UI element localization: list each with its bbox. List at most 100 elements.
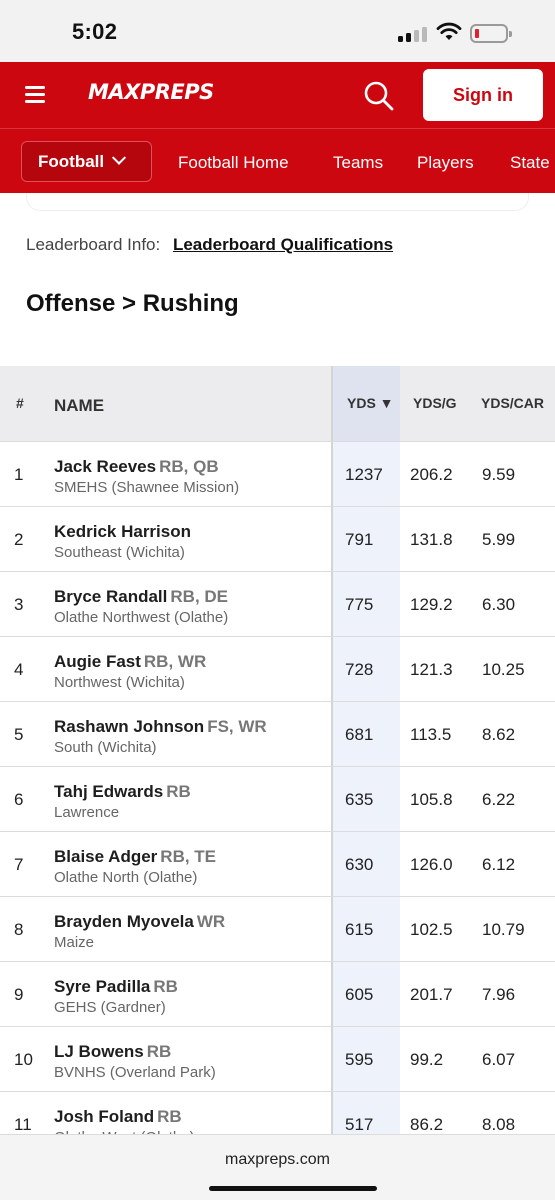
player-name-link[interactable]: Blaise Adger RB, TE — [54, 847, 216, 867]
cell-yds-per-carry: 7.96 — [482, 985, 516, 1004]
sorted-column-highlight — [333, 366, 400, 1134]
table-row[interactable]: 9 Syre Padilla RB GEHS (Gardner) 605 201.7 7.9… — [0, 961, 555, 1026]
table-row[interactable]: 7 Blaise Adger RB, TE Olathe North (Olathe)… — [0, 831, 555, 896]
cell-yds: 775 — [345, 595, 374, 614]
cell-yds: 595 — [345, 1050, 374, 1069]
cell-yds: 681 — [345, 725, 374, 744]
player-school: Lawrence — [54, 804, 120, 821]
cell-yds: 605 — [345, 985, 374, 1004]
player-name-link[interactable]: Syre Padilla RB — [54, 977, 178, 997]
player-name-link[interactable]: Bryce Randall RB, DE — [54, 587, 228, 607]
site-header: MAXPREPS Sign in — [0, 62, 555, 128]
sorted-column-header-bg — [333, 366, 400, 441]
player-school: Southeast (Wichita) — [54, 544, 185, 561]
player-name-link[interactable]: Rashawn Johnson FS, WR — [54, 717, 267, 737]
table-row[interactable]: 6 Tahj Edwards RB Lawrence 635 105.8 6.22 — [0, 766, 555, 831]
player-name-link[interactable]: Tahj Edwards RB — [54, 782, 191, 802]
sport-dropdown[interactable]: Football — [21, 141, 152, 182]
nav-players[interactable]: Players — [417, 153, 474, 172]
player-name-link[interactable]: Augie Fast RB, WR — [54, 652, 206, 672]
table-row[interactable]: 5 Rashawn Johnson FS, WR South (Wichita) 681… — [0, 701, 555, 766]
table-row[interactable]: 1 Jack Reeves RB, QB SMEHS (Shawnee Mission… — [0, 441, 555, 506]
row-rank: 6 — [14, 790, 24, 809]
header-rank: # — [16, 395, 24, 411]
player-name: Bryce Randall — [54, 587, 168, 606]
table-row[interactable]: 2 Kedrick Harrison Southeast (Wichita) 791 1… — [0, 506, 555, 571]
cell-yds: 791 — [345, 530, 374, 549]
cell-yds: 1237 — [345, 465, 383, 484]
cell-yds: 615 — [345, 920, 374, 939]
cell-yds-per-carry: 6.22 — [482, 790, 516, 809]
chevron-down-icon — [112, 150, 127, 165]
row-rank: 2 — [14, 530, 24, 549]
player-name: Brayden Myovela — [54, 912, 194, 931]
leaderboard-qualifications-link[interactable]: Leaderboard Qualifications — [172, 235, 394, 254]
row-rank: 11 — [14, 1115, 32, 1134]
sport-dropdown-label: Football — [38, 151, 105, 171]
table-row[interactable]: 10 LJ Bowens RB BVNHS (Overland Park) 595 99.… — [0, 1026, 555, 1091]
player-name-link[interactable]: Josh Foland RB — [54, 1107, 182, 1127]
header-yds-per-game[interactable]: YDS/G — [413, 395, 457, 411]
search-icon[interactable] — [362, 79, 396, 113]
cell-yds: 630 — [345, 855, 374, 874]
url-text: maxpreps.com — [225, 1151, 330, 1168]
player-name-link[interactable]: Kedrick Harrison — [54, 522, 191, 542]
player-school: GEHS (Gardner) — [54, 999, 166, 1016]
home-indicator — [209, 1186, 377, 1191]
nav-state[interactable]: State — [510, 153, 550, 172]
player-positions: WR — [196, 912, 226, 931]
player-name: Tahj Edwards — [54, 782, 164, 801]
row-rank: 4 — [14, 660, 24, 679]
cell-yds-per-carry: 9.59 — [482, 465, 516, 484]
player-positions: RB — [146, 1042, 172, 1061]
header-yds-per-carry[interactable]: YDS/CAR — [481, 395, 545, 411]
player-school: SMEHS (Shawnee Mission) — [54, 479, 240, 496]
cell-yds-per-carry: 6.07 — [482, 1050, 516, 1069]
cell-yds-per-carry: 8.08 — [482, 1115, 516, 1134]
table-row[interactable]: 4 Augie Fast RB, WR Northwest (Wichita) 728 1… — [0, 636, 555, 701]
sign-in-button[interactable]: Sign in — [423, 69, 543, 121]
player-name: Jack Reeves — [54, 457, 157, 476]
player-school: Olathe North (Olathe) — [54, 869, 198, 886]
browser-url-bar[interactable]: maxpreps.com — [0, 1134, 555, 1200]
cell-yds-per-carry: 10.25 — [482, 660, 525, 679]
row-rank: 9 — [14, 985, 24, 1004]
cell-yds-per-game: 121.3 — [410, 660, 453, 679]
player-positions: RB, WR — [143, 652, 207, 671]
row-rank: 3 — [14, 595, 24, 614]
row-rank: 7 — [14, 855, 24, 874]
leaderboard-info: Leaderboard Info: Leaderboard Qualificat… — [26, 235, 393, 255]
hamburger-menu-icon[interactable] — [25, 86, 45, 104]
sport-subnav: Football Football Home Teams Players Sta… — [0, 128, 555, 193]
table-row[interactable]: 8 Brayden Myovela WR Maize 615 102.5 10.79 — [0, 896, 555, 961]
header-yds-sort[interactable]: YDS ▼ — [347, 395, 394, 411]
cell-yds-per-game: 131.8 — [410, 530, 453, 549]
cell-yds-per-carry: 6.30 — [482, 595, 516, 614]
player-name: Syre Padilla — [54, 977, 151, 996]
cell-yds-per-game: 206.2 — [410, 465, 453, 484]
player-name: Rashawn Johnson — [54, 717, 205, 736]
cell-yds: 517 — [345, 1115, 374, 1134]
cell-yds-per-carry: 10.79 — [482, 920, 525, 939]
cell-yds-per-game: 105.8 — [410, 790, 453, 809]
cell-yds-per-carry: 8.62 — [482, 725, 516, 744]
player-name: Blaise Adger — [54, 847, 158, 866]
nav-football-home[interactable]: Football Home — [178, 153, 289, 172]
player-name-link[interactable]: LJ Bowens RB — [54, 1042, 171, 1062]
player-name: LJ Bowens — [54, 1042, 144, 1061]
row-rank: 1 — [14, 465, 24, 484]
row-rank: 5 — [14, 725, 24, 744]
player-school: Northwest (Wichita) — [54, 674, 185, 691]
maxpreps-logo[interactable]: MAXPREPS — [88, 80, 214, 104]
cell-yds: 728 — [345, 660, 374, 679]
nav-teams[interactable]: Teams — [333, 153, 384, 172]
table-row[interactable]: 3 Bryce Randall RB, DE Olathe Northwest (Ol… — [0, 571, 555, 636]
player-name-link[interactable]: Jack Reeves RB, QB — [54, 457, 219, 477]
cellular-signal-icon — [398, 26, 428, 42]
player-name: Kedrick Harrison — [54, 522, 191, 541]
cell-yds-per-game: 86.2 — [410, 1115, 444, 1134]
player-school: Maize — [54, 934, 95, 951]
cell-yds-per-game: 129.2 — [410, 595, 453, 614]
player-name-link[interactable]: Brayden Myovela WR — [54, 912, 225, 932]
